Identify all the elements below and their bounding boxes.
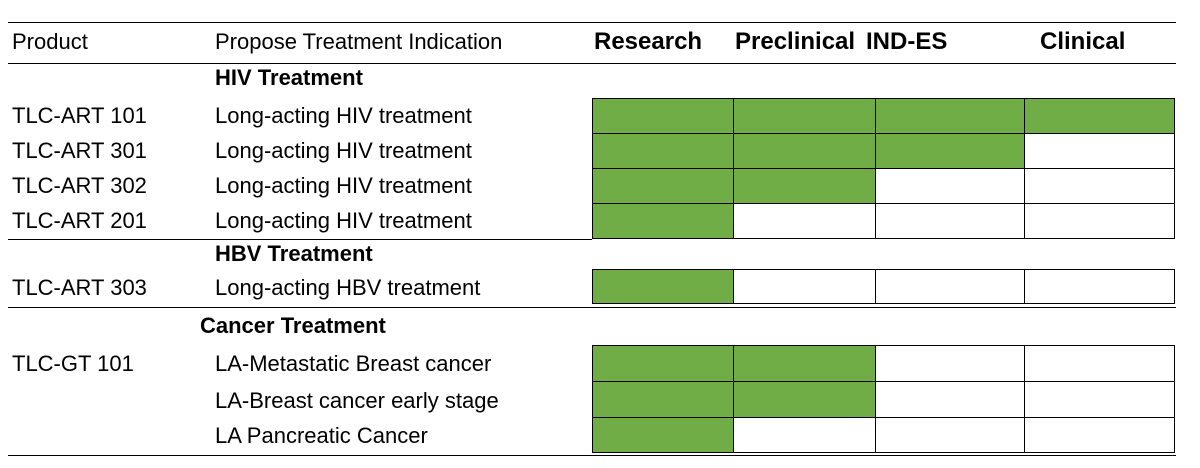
stage-cell bbox=[733, 133, 876, 169]
stage-cell bbox=[875, 133, 1025, 169]
stage-cell bbox=[592, 417, 734, 453]
stage-cell bbox=[592, 381, 734, 418]
product-name: TLC-GT 101 bbox=[12, 351, 134, 376]
indication-text: LA-Breast cancer early stage bbox=[215, 388, 499, 413]
stage-cell bbox=[1024, 203, 1175, 239]
table-top-rule bbox=[8, 22, 1176, 23]
indication-text: Long-acting HIV treatment bbox=[215, 173, 472, 198]
product-name: TLC-ART 201 bbox=[12, 208, 147, 233]
stage-cell bbox=[1024, 269, 1175, 304]
indication-text: LA Pancreatic Cancer bbox=[215, 423, 428, 448]
stage-cell bbox=[733, 345, 876, 382]
table-bottom-rule bbox=[8, 455, 1176, 456]
column-header-clinical: Clinical bbox=[1040, 28, 1126, 55]
stage-cell bbox=[1024, 168, 1175, 204]
stage-cell bbox=[592, 98, 734, 134]
column-header-research: Research bbox=[594, 28, 703, 55]
column-header-product: Product bbox=[12, 29, 88, 54]
stage-cell bbox=[733, 417, 876, 453]
stage-cell bbox=[592, 269, 734, 304]
stage-cell bbox=[875, 98, 1025, 134]
product-name: TLC-ART 302 bbox=[12, 173, 147, 198]
stage-cell bbox=[733, 168, 876, 204]
stage-cell bbox=[733, 203, 876, 239]
stage-cell bbox=[875, 269, 1025, 304]
indication-text: LA-Metastatic Breast cancer bbox=[215, 351, 492, 376]
stage-cell bbox=[1024, 345, 1175, 382]
indication-text: Long-acting HIV treatment bbox=[215, 208, 472, 233]
group-divider bbox=[8, 307, 1176, 308]
group-title-cancer: Cancer Treatment bbox=[200, 313, 386, 338]
stage-cell bbox=[1024, 381, 1175, 418]
group-title-hiv: HIV Treatment bbox=[215, 65, 363, 90]
column-header-indication: Propose Treatment Indication bbox=[215, 29, 503, 54]
stage-cell bbox=[875, 203, 1025, 239]
column-header-preclinical: Preclinical bbox=[735, 28, 856, 55]
stage-cell bbox=[875, 345, 1025, 382]
stage-cell bbox=[875, 417, 1025, 453]
group-title-hbv: HBV Treatment bbox=[215, 241, 373, 266]
product-name: TLC-ART 101 bbox=[12, 103, 147, 128]
stage-cell bbox=[875, 168, 1025, 204]
group-divider bbox=[8, 239, 592, 240]
stage-cell bbox=[1024, 417, 1175, 453]
column-header-ind-es: IND-ES bbox=[866, 28, 948, 55]
stage-cell bbox=[1024, 98, 1175, 134]
stage-cell bbox=[592, 345, 734, 382]
stage-cell bbox=[592, 203, 734, 239]
header-rule bbox=[8, 63, 1176, 64]
indication-text: Long-acting HIV treatment bbox=[215, 138, 472, 163]
stage-cell bbox=[1024, 133, 1175, 169]
stage-cell bbox=[733, 381, 876, 418]
indication-text: Long-acting HIV treatment bbox=[215, 103, 472, 128]
stage-cell bbox=[875, 381, 1025, 418]
product-name: TLC-ART 301 bbox=[12, 138, 147, 163]
product-name: TLC-ART 303 bbox=[12, 275, 147, 300]
stage-cell bbox=[592, 133, 734, 169]
stage-cell bbox=[592, 168, 734, 204]
stage-cell bbox=[733, 98, 876, 134]
stage-cell bbox=[733, 269, 876, 304]
indication-text: Long-acting HBV treatment bbox=[215, 275, 481, 300]
